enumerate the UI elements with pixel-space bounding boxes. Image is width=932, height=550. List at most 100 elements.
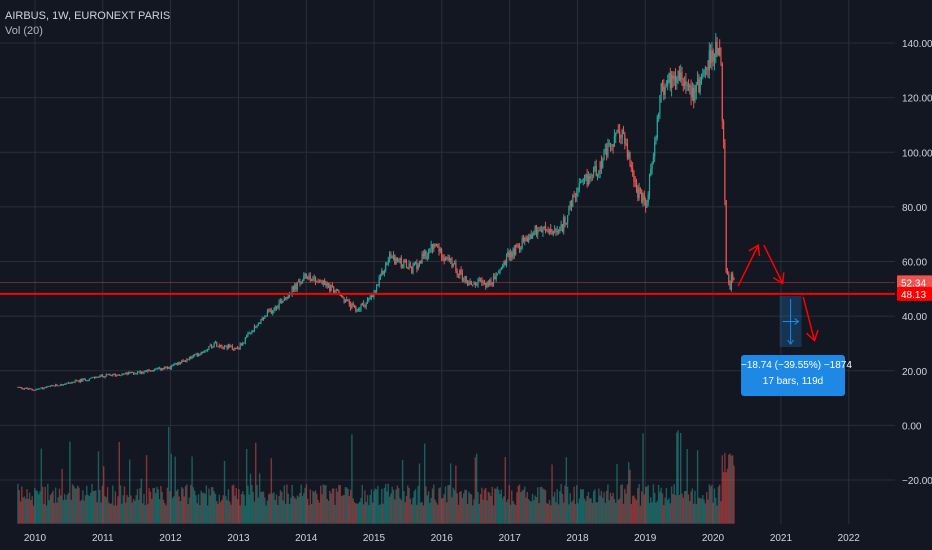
volume-bar xyxy=(481,487,483,524)
volume-bar xyxy=(201,492,204,524)
volume-bar xyxy=(243,494,245,524)
volume-bar xyxy=(43,503,45,524)
candle-body xyxy=(525,237,527,239)
volume-bar xyxy=(655,502,657,524)
candle-body xyxy=(126,372,128,375)
candle-body xyxy=(109,374,111,376)
candle-body xyxy=(668,73,670,80)
price-axis[interactable]: 140.00 120.00 100.00 80.00 60.00 40.00 20.00 0.… xyxy=(897,39,932,487)
candle-body xyxy=(528,237,530,242)
volume-bar xyxy=(242,491,244,524)
time-tick-label: 2010 xyxy=(24,533,47,544)
candle-body xyxy=(145,370,148,372)
candle-body xyxy=(422,254,424,256)
candle-body xyxy=(44,387,46,389)
volume-bar xyxy=(170,453,172,524)
candle-body xyxy=(504,260,506,265)
volume-bar xyxy=(703,499,705,524)
volume-bar xyxy=(624,488,626,524)
volume-bar xyxy=(569,493,571,524)
candle-body xyxy=(661,83,664,87)
volume-bar xyxy=(196,503,198,524)
volume-bar xyxy=(48,500,50,524)
volume-bar xyxy=(288,504,291,524)
candle-body xyxy=(547,230,549,233)
candle-body xyxy=(492,276,495,284)
volume-bar xyxy=(555,502,557,524)
volume-bar xyxy=(707,499,709,524)
volume-bar xyxy=(542,488,544,524)
volume-bar xyxy=(724,452,726,524)
candle-body xyxy=(299,280,301,284)
volume-bar xyxy=(465,489,467,524)
candle-body xyxy=(257,323,259,325)
volume-bar xyxy=(509,504,512,524)
volume-bar xyxy=(92,490,94,524)
volume-bar xyxy=(384,484,387,524)
volume-bar xyxy=(179,501,182,524)
volume-bar xyxy=(97,451,100,524)
candle-body xyxy=(99,376,101,378)
volume-bar xyxy=(122,495,124,524)
candle-body xyxy=(220,344,222,347)
volume-bar xyxy=(479,494,482,524)
candle-body xyxy=(457,274,460,276)
volume-bar xyxy=(356,503,358,524)
volume-bar xyxy=(370,489,373,524)
volume-bar xyxy=(305,484,308,524)
volume-bar xyxy=(284,503,287,524)
volume-bar xyxy=(487,491,490,524)
candle-body xyxy=(23,388,26,390)
candle-body xyxy=(543,226,545,228)
candle-body xyxy=(524,237,526,242)
volume-bar xyxy=(383,487,386,524)
volume-bar xyxy=(362,504,365,524)
volume-bar xyxy=(396,485,399,524)
candle-body xyxy=(400,257,402,268)
volume-bar xyxy=(525,497,527,524)
candle-body xyxy=(234,347,236,350)
volume-bar xyxy=(379,504,382,524)
time-tick-label: 2016 xyxy=(431,533,454,544)
volume-bar xyxy=(718,484,721,524)
volume-bar xyxy=(166,487,169,524)
volume-bar xyxy=(320,485,322,524)
candle-body xyxy=(330,285,332,291)
volume-bar xyxy=(295,499,297,524)
volume-bar xyxy=(573,486,575,524)
volume-bar xyxy=(331,488,334,524)
candle-body xyxy=(539,230,541,232)
candle-body xyxy=(709,50,712,63)
volume-bar xyxy=(296,495,299,524)
volume-bar xyxy=(378,505,380,524)
time-tick-label: 2014 xyxy=(295,533,318,544)
volume-bar xyxy=(500,489,503,524)
measure-arrow-head xyxy=(794,318,800,325)
price-tick-label: 140.00 xyxy=(902,39,932,50)
candle-body xyxy=(522,238,525,242)
volume-bar xyxy=(223,460,226,524)
candle-body xyxy=(418,260,421,266)
candle-body xyxy=(732,273,734,280)
volume-bar xyxy=(401,459,404,524)
volume-bar xyxy=(408,487,410,524)
candle-body xyxy=(435,244,437,246)
volume-bar xyxy=(264,497,266,524)
candle-body xyxy=(329,285,331,291)
candle-body xyxy=(496,273,499,276)
volume-bar xyxy=(449,463,452,524)
measure-bars-text: 17 bars, 119d xyxy=(762,376,824,387)
volume-bar xyxy=(132,499,135,524)
candle-body xyxy=(495,275,497,280)
time-axis[interactable]: 2010 2011 2012 2013 2014 2015 2016 2017 2018 2019… xyxy=(24,533,860,544)
volume-bar xyxy=(468,491,470,524)
candle-body xyxy=(385,262,387,271)
volume-bar xyxy=(67,493,70,524)
candle-body xyxy=(438,245,440,252)
candle-body xyxy=(190,357,192,359)
volume-bar xyxy=(130,495,132,524)
candle-body xyxy=(503,260,505,266)
volume-bar xyxy=(470,494,473,524)
volume-bar xyxy=(462,493,465,524)
